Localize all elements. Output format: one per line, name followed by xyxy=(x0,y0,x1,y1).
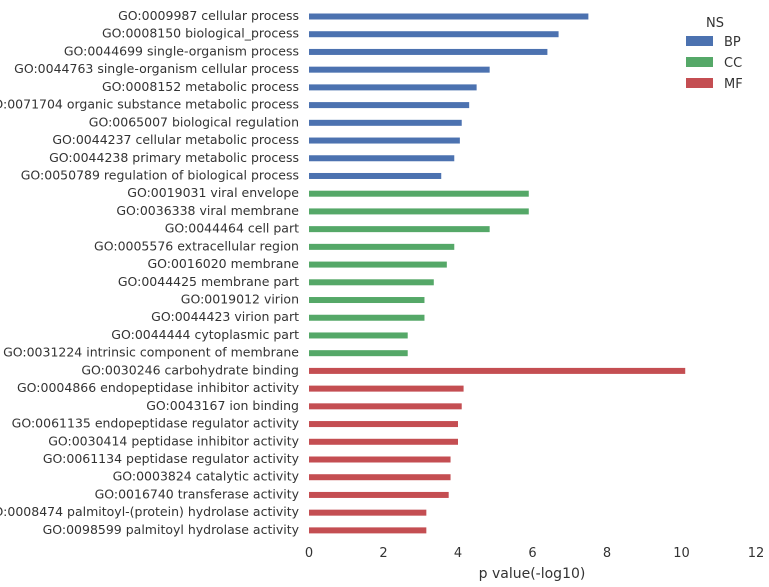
x-tick-2: 2 xyxy=(379,546,387,561)
category-label-7: GO:0065007 biological regulation xyxy=(89,114,299,129)
legend: NS BP CC MF xyxy=(686,16,743,92)
category-label-9: GO:0044238 primary metabolic process xyxy=(49,150,299,165)
bar-9 xyxy=(309,155,455,162)
bar-11 xyxy=(309,190,529,197)
category-label-14: GO:0005576 extracellular region xyxy=(94,238,299,253)
category-label-8: GO:0044237 cellular metabolic process xyxy=(52,132,299,147)
bar-1 xyxy=(309,13,589,20)
bar-18 xyxy=(309,314,425,321)
category-label-11: GO:0019031 viral envelope xyxy=(127,185,299,200)
x-tick-labels: 0 2 4 6 8 10 12 xyxy=(305,546,764,561)
category-label-1: GO:0009987 cellular process xyxy=(118,8,299,23)
bar-22 xyxy=(309,385,464,392)
x-tick-6: 10 xyxy=(673,546,690,561)
category-label-28: GO:0016740 transferase activity xyxy=(95,486,300,501)
bar-29 xyxy=(309,509,427,516)
bar-8 xyxy=(309,137,460,144)
bar-16 xyxy=(309,279,434,286)
category-label-25: GO:0030414 peptidase inhibitor activity xyxy=(48,433,299,448)
category-label-27: GO:0003824 catalytic activity xyxy=(113,469,300,484)
bar-26 xyxy=(309,456,451,463)
x-tick-3: 4 xyxy=(454,546,462,561)
category-label-13: GO:0044464 cell part xyxy=(165,221,299,236)
bar-5 xyxy=(309,84,477,91)
legend-label-bp: BP xyxy=(724,35,741,50)
bar-23 xyxy=(309,403,462,410)
bar-27 xyxy=(309,474,451,481)
legend-title: NS xyxy=(706,16,724,31)
category-label-24: GO:0061135 endopeptidase regulator activ… xyxy=(12,416,300,431)
category-label-3: GO:0044699 single-organism process xyxy=(64,43,299,58)
bar-20 xyxy=(309,350,408,357)
bar-19 xyxy=(309,332,408,339)
bar-15 xyxy=(309,261,447,268)
category-label-26: GO:0061134 peptidase regulator activity xyxy=(43,451,300,466)
bar-13 xyxy=(309,226,490,233)
x-tick-7: 12 xyxy=(748,546,765,561)
bar-30 xyxy=(309,527,427,534)
bar-4 xyxy=(309,66,490,73)
bar-2 xyxy=(309,31,559,38)
category-label-20: GO:0031224 intrinsic component of membra… xyxy=(3,345,299,360)
bar-28 xyxy=(309,491,449,498)
bar-3 xyxy=(309,48,548,55)
category-label-12: GO:0036338 viral membrane xyxy=(116,203,299,218)
bar-10 xyxy=(309,172,442,179)
category-label-6: GO:0071704 organic substance metabolic p… xyxy=(0,97,299,112)
category-label-29: GO:0008474 palmitoyl-(protein) hydrolase… xyxy=(0,504,300,519)
legend-label-mf: MF xyxy=(724,77,743,92)
x-tick-1: 0 xyxy=(305,546,313,561)
bar-6 xyxy=(309,102,470,109)
category-label-15: GO:0016020 membrane xyxy=(147,256,299,271)
bar-14 xyxy=(309,243,455,250)
bar-21 xyxy=(309,367,686,374)
category-label-17: GO:0019012 virion xyxy=(181,292,299,307)
x-axis-label: p value(-log10) xyxy=(479,566,586,582)
category-label-22: GO:0004866 endopeptidase inhibitor activ… xyxy=(17,380,300,395)
legend-label-cc: CC xyxy=(724,56,742,71)
category-label-21: GO:0030246 carbohydrate binding xyxy=(81,362,299,377)
category-label-30: GO:0098599 palmitoyl hydrolase activity xyxy=(43,522,300,537)
legend-swatch-mf xyxy=(686,78,713,88)
bar-7 xyxy=(309,119,462,126)
category-label-19: GO:0044444 cytoplasmic part xyxy=(111,327,299,342)
bar-25 xyxy=(309,438,458,445)
bars xyxy=(309,13,686,534)
x-tick-4: 6 xyxy=(528,546,536,561)
category-label-2: GO:0008150 biological_process xyxy=(102,26,299,41)
category-label-5: GO:0008152 metabolic process xyxy=(102,79,299,94)
bar-24 xyxy=(309,421,458,428)
category-label-10: GO:0050789 regulation of biological proc… xyxy=(21,167,299,182)
category-label-18: GO:0044423 virion part xyxy=(151,309,299,324)
category-labels: GO:0009987 cellular process GO:0008150 bi… xyxy=(0,8,300,537)
x-tick-5: 8 xyxy=(603,546,611,561)
category-label-4: GO:0044763 single-organism cellular proc… xyxy=(14,61,299,76)
legend-swatch-cc xyxy=(686,57,713,67)
bar-17 xyxy=(309,297,425,304)
bar-12 xyxy=(309,208,529,215)
legend-swatch-bp xyxy=(686,36,713,46)
category-label-23: GO:0043167 ion binding xyxy=(146,398,299,413)
category-label-16: GO:0044425 membrane part xyxy=(118,274,299,289)
